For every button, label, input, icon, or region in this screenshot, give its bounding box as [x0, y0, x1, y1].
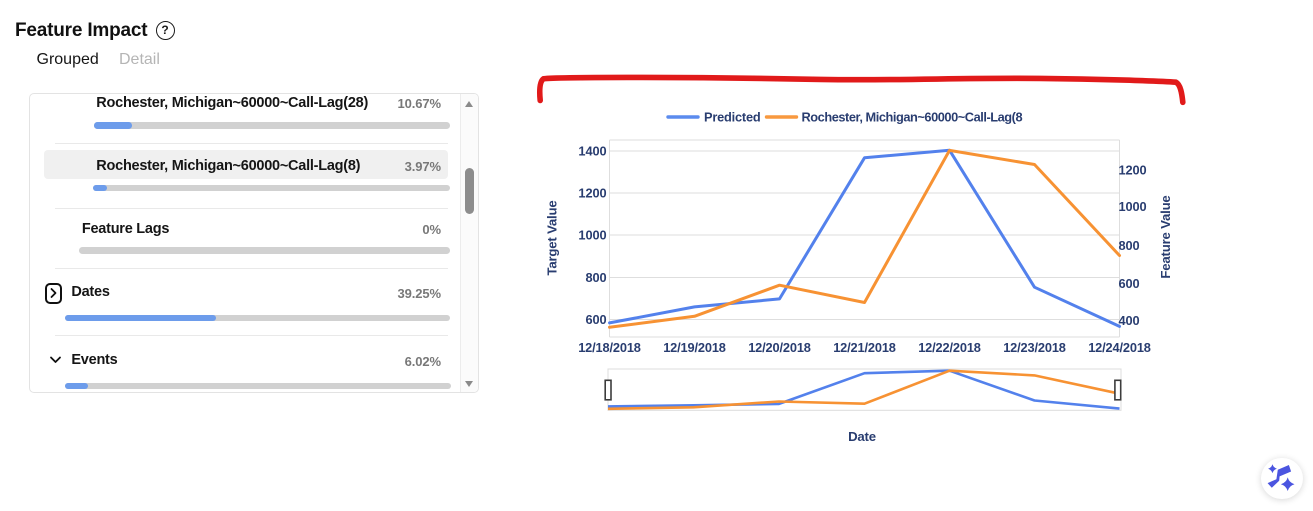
svg-text:1000: 1000 — [1119, 199, 1147, 214]
svg-text:12/24/2018: 12/24/2018 — [1088, 340, 1151, 355]
svg-text:800: 800 — [1119, 238, 1140, 253]
svg-text:1200: 1200 — [578, 186, 606, 201]
svg-text:Rochester, Michigan~60000~Call: Rochester, Michigan~60000~Call-Lag(8 — [802, 110, 1023, 125]
svg-text:12/23/2018: 12/23/2018 — [1003, 340, 1066, 355]
svg-text:12/21/2018: 12/21/2018 — [833, 340, 896, 355]
svg-text:Date: Date — [848, 429, 876, 444]
svg-text:12/22/2018: 12/22/2018 — [918, 340, 981, 355]
svg-text:1000: 1000 — [578, 228, 606, 243]
svg-text:400: 400 — [1119, 313, 1140, 328]
svg-text:1200: 1200 — [1119, 163, 1147, 178]
svg-text:600: 600 — [1119, 276, 1140, 291]
svg-text:Target Value: Target Value — [545, 200, 560, 275]
svg-text:12/18/2018: 12/18/2018 — [578, 340, 641, 355]
svg-text:12/19/2018: 12/19/2018 — [663, 340, 726, 355]
svg-text:800: 800 — [585, 270, 606, 285]
svg-text:Predicted: Predicted — [704, 110, 761, 125]
svg-text:600: 600 — [585, 312, 606, 327]
svg-text:1400: 1400 — [578, 144, 606, 159]
svg-text:12/20/2018: 12/20/2018 — [748, 340, 811, 355]
svg-text:Feature Value: Feature Value — [1158, 195, 1173, 278]
